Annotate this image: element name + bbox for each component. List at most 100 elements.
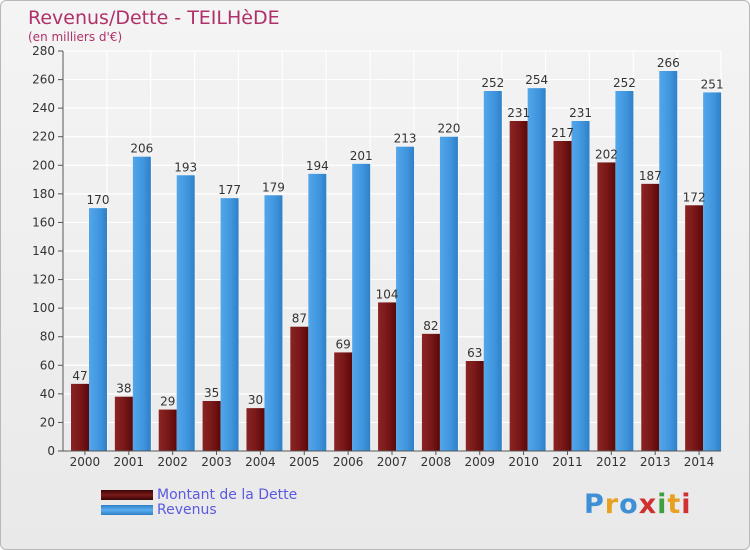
y-tick-label: 200 [32,158,55,172]
data-label-dette: 69 [336,337,351,351]
data-label-revenus: 231 [569,106,592,120]
x-tick-label: 2003 [201,455,232,469]
data-label-revenus: 213 [394,132,417,146]
y-tick-label: 120 [32,273,55,287]
bar-revenus [571,121,590,451]
data-label-dette: 47 [72,369,87,383]
y-tick-label: 40 [40,387,55,401]
y-tick-label: 20 [40,415,55,429]
data-label-revenus: 254 [525,73,548,87]
x-tick-label: 2005 [289,455,320,469]
data-label-dette: 29 [160,395,175,409]
bar-revenus [132,156,151,451]
data-label-revenus: 266 [657,56,680,70]
x-tick-label: 2006 [333,455,364,469]
data-label-revenus: 177 [218,183,241,197]
data-label-dette: 187 [639,169,662,183]
data-label-dette: 172 [683,190,706,204]
data-label-revenus: 252 [481,76,504,90]
bar-revenus [352,163,371,451]
legend-item-revenus: Revenus [101,501,297,518]
chart-subtitle: (en milliers d'€) [28,30,123,44]
data-label-revenus: 252 [613,76,636,90]
bar-dette [71,383,89,451]
bar-dette [334,352,353,451]
x-tick-label: 2007 [377,455,408,469]
x-tick-label: 2012 [596,455,627,469]
bar-dette [114,396,133,451]
data-label-revenus: 220 [437,122,460,136]
x-tick-label: 2004 [245,455,276,469]
y-tick-label: 100 [32,301,55,315]
x-tick-label: 2002 [157,455,188,469]
bar-dette [158,409,177,451]
data-label-revenus: 194 [306,159,329,173]
bar-revenus [264,195,283,451]
legend-label-dette: Montant de la Dette [157,486,298,503]
y-tick-label: 160 [32,215,55,229]
bar-revenus [527,88,546,452]
bar-revenus [483,91,502,451]
data-label-revenus: 251 [701,77,724,91]
bar-dette [246,408,265,451]
x-tick-label: 2011 [552,455,583,469]
x-tick-label: 2001 [114,455,145,469]
proxiti-logo: Proxiti [584,489,692,520]
data-label-dette: 63 [467,346,482,360]
bar-revenus [176,175,195,452]
data-label-dette: 38 [116,382,131,396]
y-tick-label: 280 [32,44,55,58]
y-tick-label: 180 [32,187,55,201]
bar-dette [465,361,484,451]
x-tick-label: 2008 [421,455,452,469]
data-label-revenus: 170 [87,193,110,207]
bar-revenus [439,136,458,451]
legend-swatch-revenus [101,504,153,515]
bar-revenus [396,146,415,451]
data-label-dette: 30 [248,393,263,407]
y-tick-label: 60 [40,358,55,372]
data-label-revenus: 201 [350,149,373,163]
data-label-revenus: 206 [130,142,153,156]
y-tick-label: 260 [32,73,55,87]
chart-legend: Montant de la Dette Revenus [101,486,298,518]
bar-dette [378,302,397,451]
legend-label-revenus: Revenus [157,501,217,518]
chart-title: Revenus/Dette - TEILHèDE [28,7,280,29]
bar-revenus [220,198,239,451]
x-tick-label: 2013 [640,455,671,469]
bar-dette [509,121,528,451]
bar-dette [641,183,660,451]
data-label-revenus: 179 [262,180,285,194]
bar-revenus [89,208,107,451]
data-label-revenus: 193 [174,160,197,174]
y-tick-label: 220 [32,130,55,144]
bar-dette [597,162,616,451]
legend-swatch-dette [101,489,153,500]
bar-revenus [308,173,327,451]
y-tick-label: 240 [32,101,55,115]
x-tick-label: 2014 [684,455,715,469]
bar-dette [553,141,572,451]
data-label-dette: 82 [423,319,438,333]
x-tick-label: 2009 [464,455,495,469]
data-label-dette: 202 [595,147,618,161]
data-label-dette: 217 [551,126,574,140]
bar-dette [202,401,221,451]
y-tick-label: 140 [32,244,55,258]
y-tick-label: 80 [40,330,55,344]
bar-revenus [703,92,722,451]
bar-dette [290,326,309,451]
x-tick-label: 2010 [508,455,539,469]
y-tick-label: 0 [47,444,55,458]
bar-revenus [659,71,678,451]
legend-item-dette: Montant de la Dette [101,486,298,503]
bar-revenus [615,91,634,451]
bar-dette [685,205,704,451]
data-label-dette: 231 [507,106,530,120]
data-label-dette: 104 [376,287,399,301]
bar-dette [421,333,440,451]
data-label-dette: 35 [204,386,219,400]
